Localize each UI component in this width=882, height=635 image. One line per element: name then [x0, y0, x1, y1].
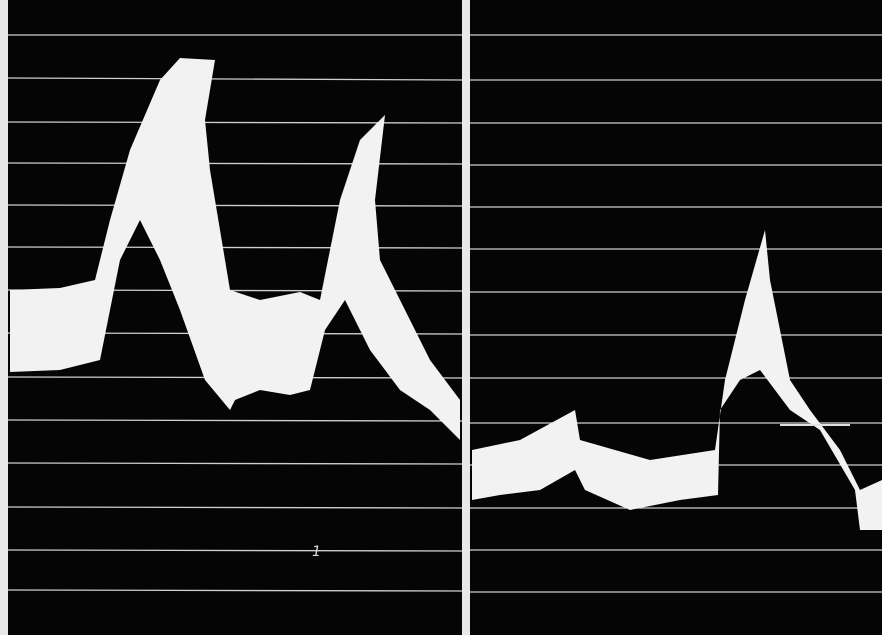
page: 1 (() => { const data = JSON.parse(docum… — [0, 0, 882, 635]
right-panel — [470, 0, 882, 635]
recording-photo: 1 — [0, 0, 882, 635]
panel-label: 1 — [312, 544, 321, 560]
